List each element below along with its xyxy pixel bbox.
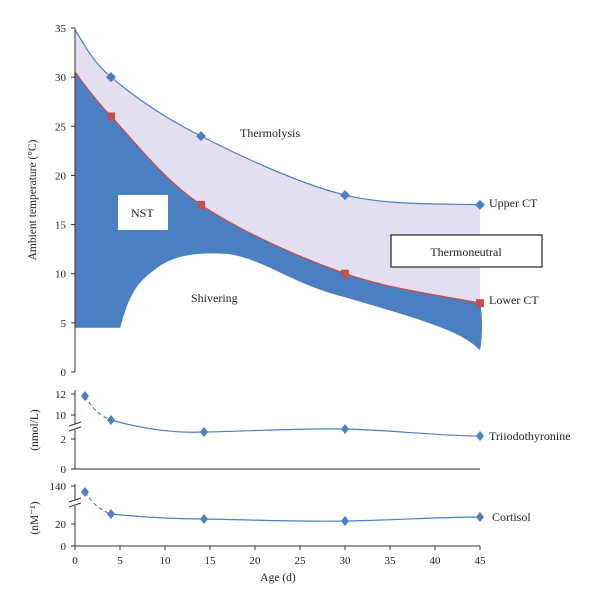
main-y-tick-35: 35 — [55, 23, 67, 35]
cortisol-point-1 — [81, 487, 89, 497]
t3-tick-10: 10 — [55, 410, 67, 422]
t3-markers — [81, 391, 484, 441]
t3-point-2 — [107, 415, 115, 425]
thermolysis-region — [75, 30, 480, 304]
t3-point-5 — [476, 431, 484, 441]
cortisol-series-label: Cortisol — [492, 510, 531, 524]
cortisol-tick-0: 0 — [61, 541, 67, 553]
x-tick-30: 30 — [340, 555, 352, 567]
lower-ct-point-3 — [341, 269, 349, 278]
shivering-label: Shivering — [191, 291, 238, 305]
main-y-ticks: 0 5 10 15 20 25 30 35 — [55, 23, 75, 379]
cortisol-tick-140: 140 — [50, 481, 67, 493]
cortisol-line — [110, 513, 481, 522]
t3-dashed-segment — [84, 395, 112, 421]
t3-tick-2: 2 — [61, 434, 67, 446]
t3-tick-12: 12 — [55, 389, 66, 401]
upper-ct-point-2 — [196, 131, 206, 142]
t3-y-axis-title: (nmol/L) — [29, 409, 41, 451]
nst-label-box — [118, 195, 168, 230]
upper-ct-label: Upper CT — [489, 196, 538, 210]
x-ticks: 0 5 10 15 20 25 30 35 40 45 — [72, 546, 486, 567]
lower-ct-point-1 — [107, 112, 115, 121]
x-tick-40: 40 — [430, 555, 442, 567]
cortisol-point-4 — [341, 516, 349, 526]
cortisol-markers — [81, 487, 484, 526]
cortisol-point-5 — [476, 512, 484, 522]
lower-ct-label: Lower CT — [489, 293, 539, 307]
triiodothyronine-panel: 12 10 2 0 (nmol/L) Triiodothyronine — [29, 389, 571, 476]
main-y-tick-25: 25 — [55, 121, 67, 133]
cortisol-axis-break — [68, 497, 82, 508]
main-y-tick-20: 20 — [55, 170, 67, 182]
x-tick-5: 5 — [117, 555, 123, 567]
t3-point-3 — [200, 427, 208, 437]
upper-ct-point-3 — [340, 190, 350, 201]
thermoneutral-label-box — [390, 234, 543, 268]
lower-ct-point-2 — [197, 200, 205, 209]
thermolysis-label: Thermolysis — [240, 126, 300, 140]
x-axis-title: Age (d) — [260, 572, 296, 584]
x-tick-15: 15 — [205, 555, 217, 567]
t3-axis-break — [68, 421, 82, 432]
cortisol-y-axis-title: (nM⁻¹) — [29, 501, 41, 534]
x-tick-10: 10 — [160, 555, 172, 567]
main-y-axis-title: Ambient temperature (°C) — [27, 139, 39, 260]
x-tick-20: 20 — [250, 555, 262, 567]
lower-ct-markers — [107, 112, 484, 308]
x-tick-35: 35 — [385, 555, 397, 567]
x-tick-0: 0 — [72, 555, 78, 567]
t3-point-4 — [341, 424, 349, 434]
cortisol-tick-20: 20 — [55, 519, 67, 531]
upper-ct-point-4 — [475, 199, 485, 210]
cortisol-point-3 — [200, 514, 208, 524]
x-tick-45: 45 — [475, 555, 487, 567]
cortisol-panel: 140 20 0 (nM⁻¹) Cortisol 0 5 10 15 20 25 30 35 4… — [29, 481, 531, 584]
t3-line — [110, 419, 481, 437]
upper-ct-point-1 — [106, 72, 116, 83]
upper-ct-markers — [106, 72, 485, 210]
cortisol-point-2 — [107, 509, 115, 519]
nst-label: NST — [131, 206, 154, 220]
main-y-tick-0: 0 — [61, 367, 67, 379]
thermoneutral-label: Thermoneutral — [430, 245, 502, 259]
t3-series-label: Triiodothyronine — [489, 429, 571, 443]
cortisol-dashed-segment — [84, 491, 112, 515]
main-y-tick-15: 15 — [55, 220, 67, 232]
t3-point-1 — [81, 391, 89, 401]
main-y-tick-10: 10 — [55, 269, 67, 281]
x-tick-25: 25 — [295, 555, 307, 567]
main-y-tick-5: 5 — [61, 318, 67, 330]
lower-ct-point-4 — [476, 299, 484, 308]
main-y-tick-30: 30 — [55, 72, 67, 84]
shivering-region — [120, 253, 482, 372]
t3-tick-0: 0 — [61, 464, 67, 476]
